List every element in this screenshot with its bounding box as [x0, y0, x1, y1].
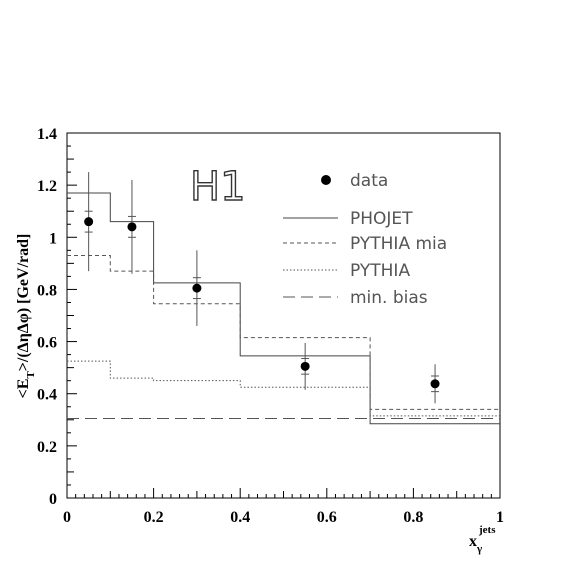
y-axis-title: <ET>/(ΔηΔφ) [GeV/rad]	[15, 234, 37, 399]
data-point	[192, 250, 202, 326]
x-axis-title: xγ jets	[469, 524, 496, 555]
y-tick-label: 0.2	[37, 439, 57, 456]
y-tick-label: 1.4	[37, 126, 57, 143]
legend-label-pythia: PYTHIA	[350, 261, 410, 281]
svg-text:xγ: xγ	[469, 533, 482, 555]
legend-label-pythia-mia: PYTHIA mia	[350, 234, 447, 254]
experiment-logo: H1	[190, 164, 246, 210]
tick-labels: 0 0.2 0.4 0.6 0.8 1 0 0.2 0.4 0.6 0.8 1 1.2 1.4	[37, 126, 504, 526]
data-marker	[300, 361, 310, 371]
legend-marker-data	[321, 175, 331, 185]
svg-text:jets: jets	[478, 524, 496, 536]
x-tick-label: 0.8	[403, 509, 423, 526]
data-points-layer	[84, 172, 440, 404]
y-tick-label: 1	[49, 230, 57, 247]
data-marker	[84, 217, 94, 227]
data-point	[300, 342, 310, 390]
x-tick-label: 1	[496, 509, 504, 526]
y-tick-label: 1.2	[37, 178, 57, 195]
legend-label-min-bias: min. bias	[350, 288, 428, 308]
data-marker	[430, 379, 440, 389]
legend-label-data: data	[350, 171, 388, 191]
data-marker	[127, 222, 137, 232]
y-tick-label: 0	[49, 491, 57, 508]
legend-label-phojet: PHOJET	[350, 209, 413, 229]
x-tick-label: 0.4	[230, 509, 250, 526]
axis-ticks	[66, 132, 501, 499]
svg-text:<ET>/(ΔηΔφ) [GeV/rad]: <ET>/(ΔηΔφ) [GeV/rad]	[15, 234, 37, 399]
x-tick-label: 0.6	[317, 509, 337, 526]
data-marker	[192, 283, 202, 293]
y-tick-label: 0.4	[37, 387, 57, 404]
data-point	[430, 364, 440, 404]
x-tick-label: 0.2	[144, 509, 164, 526]
x-tick-label: 0	[63, 509, 71, 526]
legend: data PHOJET PYTHIA mia PYTHIA min. bias	[283, 171, 447, 308]
series-pythia	[67, 360, 500, 417]
data-point	[84, 172, 94, 272]
y-tick-label: 0.6	[37, 335, 57, 352]
data-point	[127, 179, 137, 274]
y-tick-label: 0.8	[37, 282, 57, 299]
